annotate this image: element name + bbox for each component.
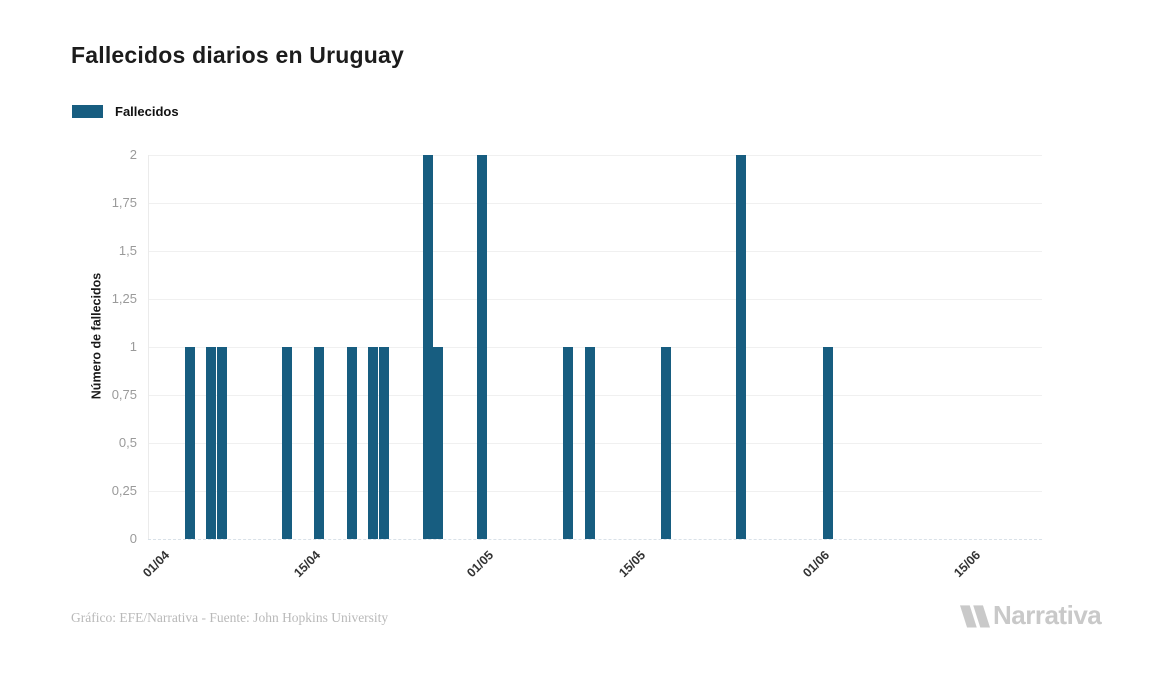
x-tick-label: 01/04 (139, 548, 172, 581)
x-tick-label: 15/04 (291, 548, 324, 581)
legend-label: Fallecidos (115, 104, 179, 119)
x-tick-label: 15/05 (615, 548, 648, 581)
gridline (148, 299, 1042, 300)
y-tick-label: 0 (129, 531, 137, 546)
y-tick-label: 0,5 (118, 435, 137, 450)
bar-02/06[interactable] (822, 347, 833, 539)
bar-01/05[interactable] (476, 155, 487, 539)
y-tick-label: 0,25 (111, 483, 137, 498)
gridline (148, 203, 1042, 204)
bar-11/05[interactable] (584, 347, 595, 539)
bar-13/04[interactable] (281, 347, 292, 539)
bar-16/04[interactable] (314, 347, 325, 539)
gridline (148, 395, 1042, 396)
y-tick-label: 1,5 (118, 243, 137, 258)
narrativa-n-mark-icon (960, 604, 990, 627)
gridline (148, 443, 1042, 444)
x-axis-line (148, 539, 1042, 540)
y-tick-label: 1,25 (111, 291, 137, 306)
x-tick-label: 15/06 (951, 548, 984, 581)
y-tick-label: 0,75 (111, 387, 137, 402)
y-tick-label: 1 (129, 339, 137, 354)
bar-07/04[interactable] (216, 347, 227, 539)
bar-09/05[interactable] (563, 347, 574, 539)
legend-item-fallecidos[interactable]: Fallecidos (72, 104, 179, 119)
bar-26/04[interactable] (422, 155, 433, 539)
bar-25/05[interactable] (736, 155, 747, 539)
legend-swatch (72, 105, 103, 118)
bar-19/04[interactable] (346, 347, 357, 539)
y-axis-line (148, 155, 149, 539)
brand-logo-text: Narrativa (993, 600, 1102, 630)
bar-21/04[interactable] (368, 347, 379, 539)
y-tick-label: 1,75 (111, 195, 137, 210)
bar-04/04[interactable] (184, 347, 195, 539)
bar-18/05[interactable] (660, 347, 671, 539)
bar-22/04[interactable] (379, 347, 390, 539)
bar-27/04[interactable] (433, 347, 444, 539)
brand-logo: Narrativa (960, 600, 1102, 631)
gridline (148, 347, 1042, 348)
y-tick-label: 2 (129, 147, 137, 162)
bar-06/04[interactable] (206, 347, 217, 539)
x-tick-label: 01/05 (464, 548, 497, 581)
page-title: Fallecidos diarios en Uruguay (71, 42, 404, 68)
gridline (148, 491, 1042, 492)
gridline (148, 155, 1042, 156)
source-credit: Gráfico: EFE/Narrativa - Fuente: John Ho… (71, 610, 389, 625)
x-tick-label: 01/06 (799, 548, 832, 581)
gridline (148, 251, 1042, 252)
